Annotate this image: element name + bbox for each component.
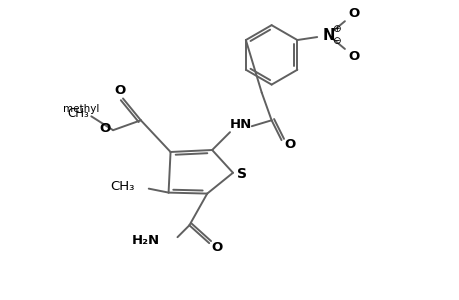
- Text: HN: HN: [230, 118, 252, 131]
- Text: S: S: [236, 167, 246, 181]
- Text: O: O: [347, 7, 358, 20]
- Text: O: O: [211, 241, 222, 254]
- Text: N: N: [322, 28, 335, 43]
- Text: CH₃: CH₃: [67, 107, 89, 120]
- Text: ⊕: ⊕: [331, 24, 340, 34]
- Text: CH₃: CH₃: [110, 180, 134, 193]
- Text: O: O: [99, 122, 111, 135]
- Text: methyl: methyl: [63, 104, 99, 114]
- Text: O: O: [114, 84, 125, 97]
- Text: O: O: [284, 138, 296, 151]
- Text: O: O: [347, 50, 358, 63]
- Text: ⊖: ⊖: [331, 36, 340, 46]
- Text: H₂N: H₂N: [131, 234, 159, 247]
